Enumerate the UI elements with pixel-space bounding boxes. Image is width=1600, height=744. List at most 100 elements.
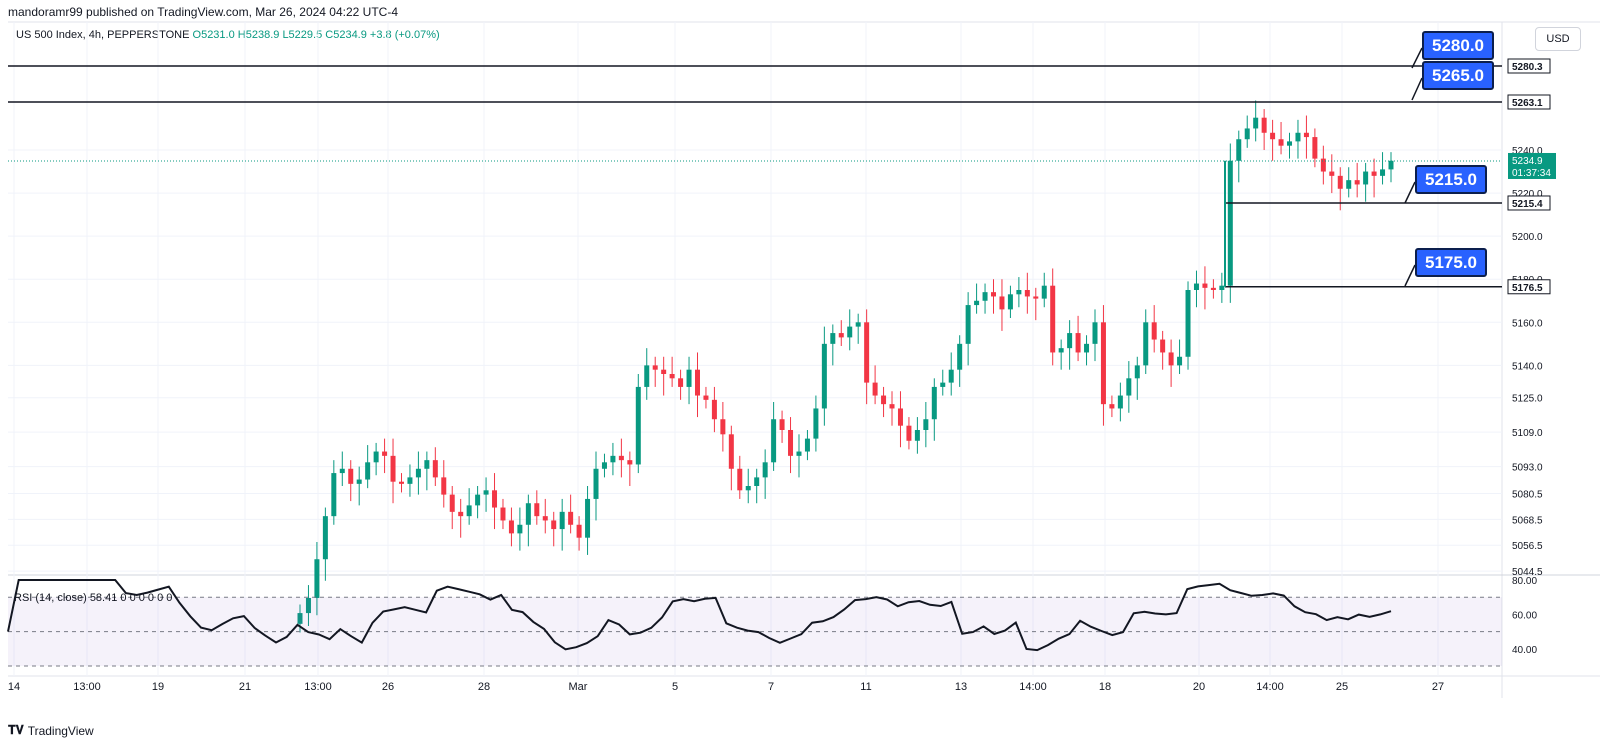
candle-body xyxy=(1287,141,1293,146)
symbol-legend: US 500 Index, 4h, PEPPERSTONE O5231.0 H5… xyxy=(16,29,440,41)
candle-body xyxy=(1210,287,1216,290)
candle-body xyxy=(1151,322,1157,340)
candle-body xyxy=(627,460,633,465)
candle-body xyxy=(449,494,455,512)
candle-body xyxy=(1041,285,1047,299)
candle-body xyxy=(618,455,624,461)
candle-body xyxy=(356,479,362,484)
level-label: 5215.4 xyxy=(1512,199,1543,210)
ohlc-change: +3.8 (+0.07%) xyxy=(369,29,440,41)
candle-body xyxy=(373,451,379,463)
candle-body xyxy=(483,490,489,495)
callout-pointer xyxy=(1411,77,1423,101)
ohlc-close: C5234.9 xyxy=(325,29,367,41)
candle-body xyxy=(1134,365,1140,379)
candle-body xyxy=(779,419,785,430)
candle-body xyxy=(694,369,700,396)
candle-body xyxy=(771,419,777,463)
x-tick-label: 11 xyxy=(860,681,871,693)
y-tick-label: 5080.5 xyxy=(1512,490,1543,501)
candle-body xyxy=(1346,180,1352,189)
rsi-tick-label: 60.00 xyxy=(1512,610,1537,621)
footer-brand[interactable]: 𝐓𝐕 TradingView xyxy=(8,723,94,738)
x-tick-label: 14 xyxy=(8,681,20,693)
candle-body xyxy=(1050,285,1056,353)
rsi-title: RSI (14, close) xyxy=(14,592,87,604)
x-tick-label: 14:00 xyxy=(1256,681,1284,693)
candle-body xyxy=(551,520,557,530)
candle-body xyxy=(931,386,937,420)
candle-body xyxy=(788,430,794,456)
candle-body xyxy=(864,322,870,383)
candle-body xyxy=(1236,139,1242,161)
y-tick-label: 5160.0 xyxy=(1512,318,1543,329)
candle-body xyxy=(974,300,980,306)
last-price-value: 5234.9 xyxy=(1512,156,1543,167)
candle-body xyxy=(644,365,650,387)
candle-body xyxy=(982,292,988,301)
candle-body xyxy=(1092,322,1098,344)
callout-5265: 5265.0 xyxy=(1422,61,1494,90)
candle-body xyxy=(999,296,1005,310)
candle-body xyxy=(796,451,802,456)
candle-body xyxy=(754,477,760,486)
rsi-legend: RSI (14, close) 58.41 0 0 0 0 0 0 xyxy=(14,592,172,604)
candle-body xyxy=(678,378,684,387)
candle-body xyxy=(601,462,607,469)
candle-body xyxy=(1126,378,1132,396)
y-tick-label: 5093.0 xyxy=(1512,463,1543,474)
candle-body xyxy=(1219,285,1225,290)
candle-body xyxy=(322,516,328,560)
candle-body xyxy=(1329,171,1335,176)
candle-body xyxy=(432,460,438,478)
candle-body xyxy=(889,404,895,409)
candle-body xyxy=(1067,333,1073,349)
y-tick-label: 5068.5 xyxy=(1512,515,1543,526)
candle-body xyxy=(906,425,912,441)
currency-selector[interactable]: USD xyxy=(1535,27,1581,51)
candle-body xyxy=(1143,322,1149,366)
candle-body xyxy=(703,395,709,400)
candle-body xyxy=(897,408,903,426)
candle-body xyxy=(407,477,413,484)
callout-5175: 5175.0 xyxy=(1415,248,1487,277)
candle-body xyxy=(830,333,836,344)
candle-body xyxy=(1185,290,1191,357)
x-tick-label: 21 xyxy=(239,681,251,693)
candle-body xyxy=(1388,160,1394,170)
candle-body xyxy=(424,460,430,469)
candle-body xyxy=(1278,139,1284,146)
candle-body xyxy=(1320,158,1326,172)
candle-body xyxy=(1058,348,1064,353)
candle-body xyxy=(339,468,345,474)
x-tick-label: 18 xyxy=(1099,681,1111,693)
x-tick-label: 13 xyxy=(955,681,967,693)
callout-pointer xyxy=(1404,264,1416,287)
candle-body xyxy=(1380,169,1386,176)
candle-body xyxy=(923,419,929,430)
candle-body xyxy=(466,505,472,517)
x-tick-label: Mar xyxy=(569,681,588,693)
candle-body xyxy=(855,322,861,327)
candle-body xyxy=(542,516,548,521)
callout-5215: 5215.0 xyxy=(1415,165,1487,194)
callout-5280: 5280.0 xyxy=(1422,31,1494,60)
candle-body xyxy=(1007,294,1013,310)
candle-body xyxy=(1168,352,1174,366)
level-badge xyxy=(1507,58,1551,74)
y-tick-label: 5044.5 xyxy=(1512,567,1543,578)
candle-body xyxy=(525,503,531,525)
candle-body xyxy=(1109,404,1115,409)
callout-pointer xyxy=(1411,47,1423,69)
y-tick-label: 5109.0 xyxy=(1512,428,1543,439)
candle-body xyxy=(652,365,658,370)
candle-body xyxy=(534,503,540,517)
candle-body xyxy=(1177,356,1183,366)
candle-body xyxy=(305,598,311,614)
candle-body xyxy=(804,438,810,452)
x-tick-label: 20 xyxy=(1193,681,1205,693)
y-tick-label: 5200.0 xyxy=(1512,232,1543,243)
candle-body xyxy=(568,511,574,525)
x-tick-label: 13:00 xyxy=(304,681,332,693)
